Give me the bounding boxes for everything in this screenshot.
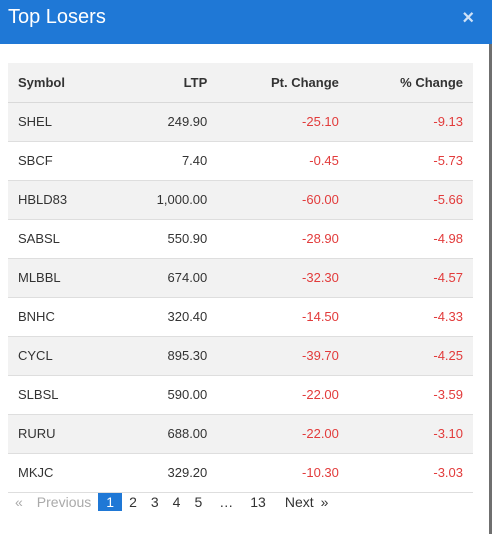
table-row: SBCF 7.40 -0.45 -5.73 [8, 141, 473, 181]
cell-pct-change: -3.10 [348, 414, 473, 454]
cell-pt-change: -28.90 [217, 219, 349, 259]
cell-pt-change: -0.45 [217, 141, 349, 181]
cell-ltp: 249.90 [111, 102, 218, 142]
cell-pt-change: -22.00 [217, 375, 349, 415]
page-4-button[interactable]: 4 [172, 494, 181, 510]
cell-symbol: RURU [8, 414, 112, 454]
losers-table: Symbol LTP Pt. Change % Change SHEL 249.9… [8, 63, 473, 493]
cell-symbol: MKJC [8, 453, 112, 493]
cell-pt-change: -60.00 [217, 180, 349, 220]
cell-pt-change: -14.50 [217, 297, 349, 337]
background-overlay [489, 44, 492, 534]
table-row: SHEL 249.90 -25.10 -9.13 [8, 102, 473, 142]
cell-pt-change: -25.10 [217, 102, 349, 142]
table-row: CYCL 895.30 -39.70 -4.25 [8, 336, 473, 376]
cell-symbol: SHEL [8, 102, 112, 142]
cell-pct-change: -4.98 [348, 219, 473, 259]
page-5-button[interactable]: 5 [194, 494, 203, 510]
cell-symbol: CYCL [8, 336, 112, 376]
page-1-button[interactable]: 1 [98, 493, 123, 511]
cell-symbol: SLBSL [8, 375, 112, 415]
table-header-row: Symbol LTP Pt. Change % Change [8, 63, 473, 103]
previous-arrow: « [15, 494, 23, 510]
cell-pct-change: -5.73 [348, 141, 473, 181]
cell-ltp: 688.00 [111, 414, 218, 454]
table-row: RURU 688.00 -22.00 -3.10 [8, 414, 473, 454]
previous-button: Previous [36, 494, 92, 510]
page-2-button[interactable]: 2 [129, 494, 137, 510]
cell-symbol: MLBBL [8, 258, 112, 298]
cell-pct-change: -4.33 [348, 297, 473, 337]
cell-pct-change: -4.57 [348, 258, 473, 298]
table-row: BNHC 320.40 -14.50 -4.33 [8, 297, 473, 337]
losers-table-container: Symbol LTP Pt. Change % Change SHEL 249.9… [8, 63, 473, 493]
cell-ltp: 320.40 [111, 297, 218, 337]
column-header-ltp: LTP [111, 63, 218, 103]
cell-symbol: SBCF [8, 141, 112, 181]
cell-ltp: 329.20 [111, 453, 218, 493]
cell-pct-change: -3.03 [348, 453, 473, 493]
cell-pct-change: -9.13 [348, 102, 473, 142]
cell-symbol: BNHC [8, 297, 112, 337]
pagination: « Previous 1 2 3 4 5 … 13 Next » [8, 491, 335, 513]
cell-symbol: SABSL [8, 219, 112, 259]
cell-pt-change: -32.30 [217, 258, 349, 298]
cell-pt-change: -22.00 [217, 414, 349, 454]
close-icon[interactable]: × [462, 7, 474, 29]
table-row: MKJC 329.20 -10.30 -3.03 [8, 453, 473, 493]
column-header-symbol: Symbol [8, 63, 112, 103]
page-13-button[interactable]: 13 [250, 494, 266, 510]
cell-pt-change: -10.30 [217, 453, 349, 493]
cell-pct-change: -4.25 [348, 336, 473, 376]
table-row: SLBSL 590.00 -22.00 -3.59 [8, 375, 473, 415]
cell-ltp: 895.30 [111, 336, 218, 376]
cell-pct-change: -5.66 [348, 180, 473, 220]
column-header-pt-change: Pt. Change [217, 63, 349, 103]
cell-pct-change: -3.59 [348, 375, 473, 415]
cell-ltp: 674.00 [111, 258, 218, 298]
cell-ltp: 1,000.00 [111, 180, 218, 220]
table-row: SABSL 550.90 -28.90 -4.98 [8, 219, 473, 259]
next-arrow[interactable]: » [320, 494, 329, 510]
page-ellipsis: … [219, 494, 234, 510]
modal-header: Top Losers × [0, 0, 492, 44]
column-header-pct-change: % Change [348, 63, 473, 103]
cell-ltp: 550.90 [111, 219, 218, 259]
cell-symbol: HBLD83 [8, 180, 112, 220]
table-row: HBLD83 1,000.00 -60.00 -5.66 [8, 180, 473, 220]
modal-title: Top Losers [8, 6, 106, 28]
table-row: MLBBL 674.00 -32.30 -4.57 [8, 258, 473, 298]
cell-ltp: 590.00 [111, 375, 218, 415]
page-3-button[interactable]: 3 [150, 494, 159, 510]
cell-ltp: 7.40 [111, 141, 218, 181]
next-button[interactable]: Next [284, 494, 314, 510]
cell-pt-change: -39.70 [217, 336, 349, 376]
